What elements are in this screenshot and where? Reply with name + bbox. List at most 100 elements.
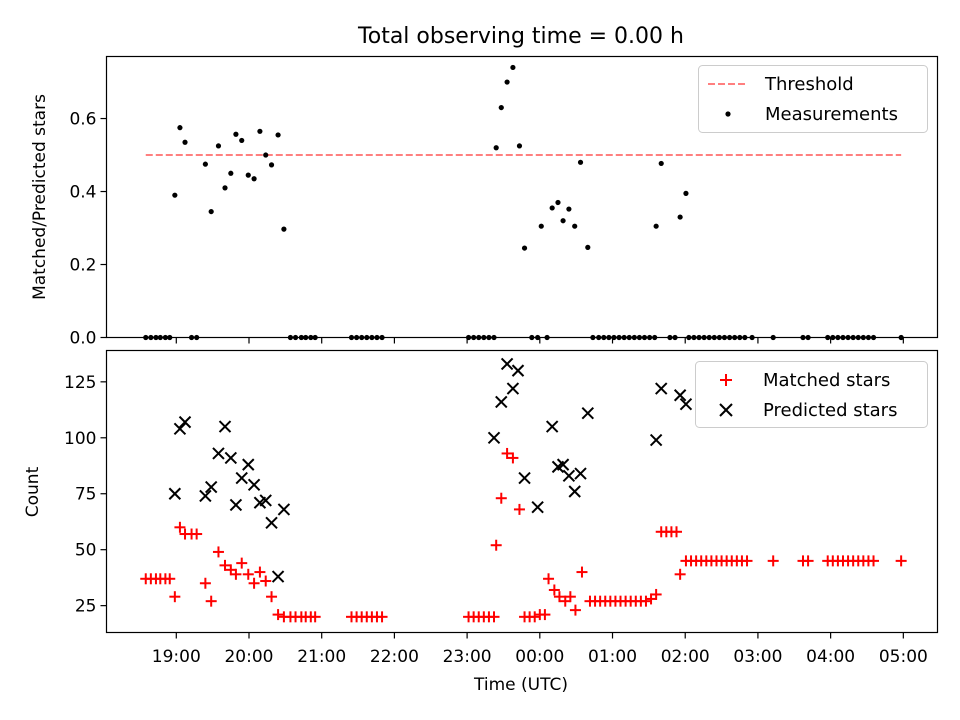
matched-star-point	[513, 503, 525, 515]
top-ytick-label: 0.4	[69, 183, 96, 203]
bottom-xtick-label: 02:00	[661, 647, 710, 667]
matched-star-point	[219, 559, 231, 571]
bottom-xtick-label: 04:00	[806, 647, 855, 667]
matched-star-point	[674, 568, 686, 580]
bottom-xtick-label: 20:00	[224, 647, 273, 667]
matched-star-point	[236, 557, 248, 569]
predicted-star-point	[556, 458, 570, 471]
predicted-star-point	[271, 570, 285, 583]
measurement-point	[251, 176, 257, 182]
predicted-star-point	[224, 451, 238, 465]
matched-star-point	[191, 528, 203, 540]
top-panel: Matched/Predicted stars 0.0 0.2 0.4 0.6 Thr…	[30, 55, 939, 349]
bottom-ytick-label: 125	[64, 373, 96, 393]
predicted-star-point	[265, 516, 278, 530]
matched-star-point	[802, 555, 814, 567]
measurement-point	[683, 190, 689, 196]
matched-star-point	[490, 539, 502, 551]
top-legend: Threshold Measurements	[698, 65, 928, 133]
bottom-ytick-label: 75	[75, 485, 97, 505]
matched-star-point	[230, 568, 242, 580]
predicted-star-point	[229, 498, 243, 512]
bottom-y-axis: 25 50 75 100 125	[64, 373, 107, 617]
top-y-axis: 0.0 0.2 0.4 0.6	[69, 110, 107, 349]
matched-star-point	[495, 492, 507, 504]
bottom-ytick-label: 25	[75, 597, 97, 617]
bottom-legend: Matched stars Predicted stars	[695, 361, 928, 428]
measurement-point	[263, 152, 269, 158]
legend-measurements-swatch	[725, 111, 731, 117]
matched-star-point	[741, 555, 753, 567]
matched-star-point	[564, 591, 576, 603]
predicted-star-point	[545, 420, 559, 433]
matched-star-point	[266, 591, 278, 603]
figure-title: Total observing time = 0.00 h	[357, 24, 684, 49]
matched-star-point	[309, 611, 321, 623]
measurement-point	[566, 206, 572, 212]
top-axes-frame	[105, 55, 939, 339]
matched-star-point	[272, 609, 284, 621]
predicted-star-point	[212, 447, 225, 460]
bottom-xtick-label: 22:00	[370, 647, 419, 667]
predicted-star-point	[500, 357, 514, 371]
measurement-point	[555, 199, 561, 206]
matched-star-point	[501, 447, 513, 459]
predicted-star-point	[277, 503, 291, 516]
measurement-point	[658, 160, 664, 167]
predicted-star-point	[247, 478, 261, 491]
predicted-star-point	[581, 406, 595, 420]
matched-star-point	[529, 611, 541, 623]
measurement-point	[493, 145, 499, 151]
measurement-point	[538, 223, 544, 229]
matched-star-point	[488, 611, 500, 623]
measurement-point	[281, 226, 287, 232]
top-ylabel: Matched/Predicted stars	[30, 94, 50, 300]
predicted-star-point	[562, 469, 576, 483]
predicted-star-point	[487, 431, 501, 444]
predicted-star-point	[235, 471, 248, 485]
matched-star-point	[640, 595, 652, 607]
predicted-star-point	[518, 471, 531, 485]
measurement-point	[215, 143, 222, 149]
predicted-star-point	[655, 382, 668, 395]
bottom-xtick-label: 21:00	[297, 647, 346, 667]
bottom-xtick-label: 19:00	[152, 647, 201, 667]
measurement-point	[177, 125, 183, 131]
measurement-point	[572, 223, 578, 229]
measurement-point	[208, 208, 214, 215]
measurement-point	[677, 214, 683, 220]
predicted-star-point	[173, 422, 187, 436]
bottom-xtick-label: 03:00	[733, 647, 782, 667]
matched-star-point	[543, 573, 555, 585]
measurement-point	[228, 170, 234, 176]
measurement-point	[560, 218, 566, 224]
matched-star-point	[569, 604, 581, 616]
matched-star-point	[507, 452, 519, 464]
bottom-xtick-label: 23:00	[443, 647, 492, 667]
predicted-star-point	[673, 389, 687, 402]
matched-star-point	[174, 521, 186, 533]
measurement-point	[222, 185, 228, 191]
measurement-point	[239, 137, 245, 144]
matched-star-point	[169, 591, 181, 603]
predicted-star-point	[168, 487, 182, 500]
predicted-star-point	[242, 458, 255, 471]
predicted-star-point	[178, 415, 192, 429]
top-legend-box	[698, 65, 928, 133]
measurement-point	[510, 64, 516, 71]
bottom-panel: Count 25 50 75 100 125 19:00 20:00 21:00 22:00 2…	[23, 349, 939, 695]
legend-threshold-label: Threshold	[764, 74, 854, 95]
predicted-star-point	[511, 364, 525, 377]
measurement-point	[498, 104, 504, 111]
measurement-point	[202, 161, 208, 167]
top-ytick-label: 0.2	[69, 256, 96, 276]
matched-star-point	[260, 575, 272, 587]
predicted-star-point	[218, 420, 232, 433]
bottom-ytick-label: 50	[75, 541, 97, 561]
bottom-xtick-label: 05:00	[879, 647, 928, 667]
predicted-star-point	[204, 480, 218, 494]
predicted-star-point	[649, 433, 663, 447]
matched-star-point	[576, 566, 588, 578]
matched-star-point	[376, 611, 388, 623]
